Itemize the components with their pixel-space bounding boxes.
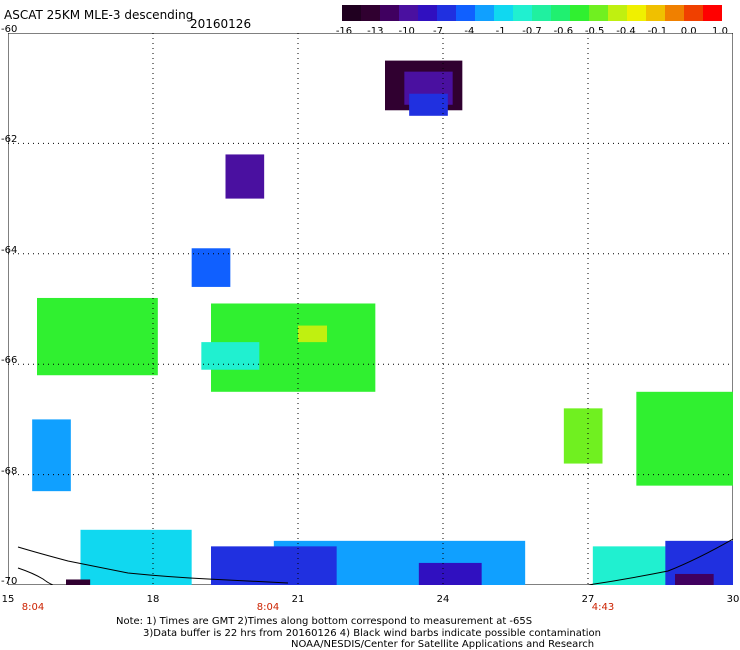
- map-title: ASCAT 25KM MLE-3 descending: [4, 8, 194, 22]
- data-cell: [191, 248, 231, 287]
- x-tick-label: 15: [1, 594, 15, 605]
- data-cell: [80, 529, 192, 585]
- x-tick-label: 18: [146, 594, 160, 605]
- legend-label: -7: [433, 26, 443, 37]
- footer-note-3: NOAA/NESDIS/Center for Satellite Applica…: [291, 639, 595, 650]
- legend-swatch: [475, 5, 494, 21]
- legend-swatch: [361, 5, 380, 21]
- color-legend-bar: [342, 5, 722, 21]
- legend-swatch: [646, 5, 665, 21]
- legend-label: 0.0: [680, 26, 697, 37]
- legend-swatch: [551, 5, 570, 21]
- legend-label: -0.6: [553, 26, 574, 37]
- legend-swatch: [456, 5, 475, 21]
- legend-swatch: [513, 5, 532, 21]
- x-tick-label: 21: [291, 594, 305, 605]
- legend-label: -1: [495, 26, 506, 37]
- data-cell: [225, 154, 265, 199]
- legend-swatch: [437, 5, 456, 21]
- legend-label: -0.4: [616, 26, 636, 37]
- gridlines: [8, 33, 733, 585]
- legend-label: -13: [367, 26, 384, 37]
- footer-note-2: 3)Data buffer is 22 hrs from 20160126 4)…: [143, 628, 601, 639]
- legend-label: -10: [398, 26, 415, 37]
- legend-label: 1.0: [712, 26, 728, 37]
- footer-note-1: Note: 1) Times are GMT 2)Times along bot…: [116, 616, 533, 627]
- legend-swatch: [399, 5, 418, 21]
- data-cell: [201, 342, 260, 370]
- legend-swatch: [703, 5, 722, 21]
- y-tick-label: -64: [1, 244, 18, 256]
- data-cell: [298, 325, 327, 343]
- time-label: 8:04: [21, 602, 45, 613]
- x-tick-label: 30: [726, 594, 740, 605]
- y-tick-label: -66: [1, 355, 18, 367]
- data-cell: [636, 391, 733, 486]
- time-label: 8:04: [256, 602, 280, 613]
- data-cell: [675, 573, 714, 585]
- data-regions: [32, 60, 733, 585]
- legend-swatch: [494, 5, 513, 21]
- legend-swatch: [627, 5, 646, 21]
- x-tick-label: 24: [436, 594, 450, 605]
- data-cell: [211, 546, 337, 585]
- time-label: 4:43: [591, 602, 615, 613]
- legend-label: -4: [464, 26, 475, 37]
- legend-swatch: [418, 5, 437, 21]
- legend-swatch: [665, 5, 684, 21]
- legend-label: -16: [335, 26, 353, 37]
- y-tick-label: -70: [1, 576, 18, 587]
- map-plot: [8, 33, 733, 585]
- legend-label: -0.1: [647, 26, 668, 37]
- data-cell: [563, 408, 603, 464]
- x-tick-label: 27: [581, 594, 595, 605]
- y-tick-label: -62: [1, 134, 18, 146]
- legend-swatch: [342, 5, 361, 21]
- legend-label: -0.7: [522, 26, 542, 37]
- legend-label: -0.5: [584, 26, 605, 37]
- data-cell: [37, 297, 158, 376]
- data-cell: [66, 579, 91, 585]
- legend-swatch: [608, 5, 627, 21]
- map-date: 20160126: [190, 17, 252, 31]
- coastline: [17, 538, 733, 585]
- legend-swatch: [589, 5, 608, 21]
- data-cell: [418, 562, 482, 585]
- legend-swatch: [684, 5, 703, 21]
- legend-swatch: [570, 5, 589, 21]
- y-tick-label: -60: [1, 24, 18, 35]
- legend-swatch: [380, 5, 399, 21]
- data-cell: [409, 93, 448, 116]
- legend-swatch: [532, 5, 551, 21]
- y-tick-label: -68: [1, 465, 18, 477]
- data-cell: [32, 419, 71, 492]
